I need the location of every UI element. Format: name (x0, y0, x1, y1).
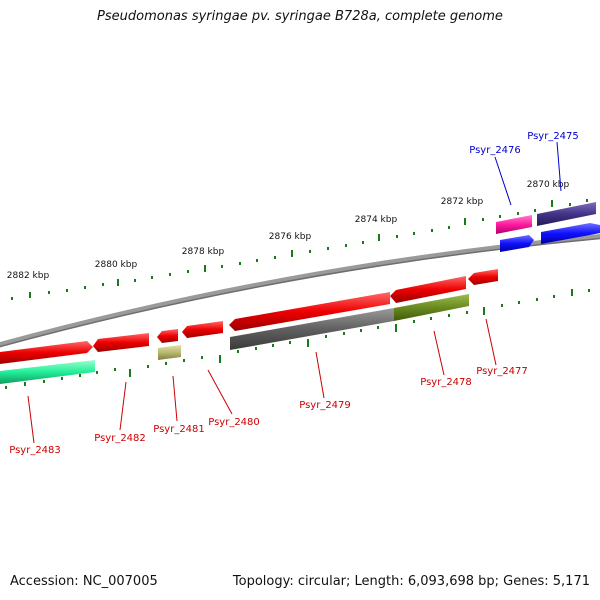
lower-tick-row (5, 289, 590, 389)
gene-feature[interactable] (230, 308, 394, 350)
label-leader-lines (27, 141, 562, 444)
gene-feature[interactable] (468, 269, 498, 285)
tick-label: 2872 kbp (441, 197, 484, 207)
gene-label: Psyr_2481 (153, 424, 205, 435)
gene-feature[interactable] (229, 292, 390, 331)
tick-label: 2874 kbp (355, 215, 398, 225)
gene-feature[interactable] (390, 276, 466, 303)
tick-label: 2882 kbp (7, 271, 50, 281)
tick-label: 2880 kbp (95, 260, 138, 270)
gene-feature[interactable] (500, 235, 534, 252)
gene-label: Psyr_2483 (9, 445, 61, 456)
gene-label: Psyr_2477 (476, 366, 528, 377)
feature-track-lower (0, 223, 600, 384)
gene-label: Psyr_2476 (469, 145, 521, 156)
gene-feature[interactable] (394, 294, 469, 321)
gene-label: Psyr_2479 (299, 400, 351, 411)
tick-label: 2870 kbp (527, 180, 570, 190)
gene-label: Psyr_2480 (208, 417, 260, 428)
genome-summary-text: Topology: circular; Length: 6,093,698 bp… (232, 574, 590, 589)
gene-label: Psyr_2482 (94, 433, 146, 444)
gene-feature[interactable] (157, 329, 178, 343)
feature-track-upper (0, 202, 596, 364)
gene-label: Psyr_2475 (527, 131, 579, 142)
map-title: Pseudomonas syringae pv. syringae B728a,… (97, 9, 503, 24)
gene-feature[interactable] (496, 215, 532, 234)
gene-feature[interactable] (0, 360, 95, 384)
gene-feature[interactable] (541, 223, 600, 244)
tick-label: 2878 kbp (182, 247, 225, 257)
gene-feature[interactable] (537, 202, 596, 226)
gene-label: Psyr_2478 (420, 377, 472, 388)
gene-feature[interactable] (93, 333, 149, 352)
gene-feature[interactable] (0, 341, 93, 364)
upper-tick-row (11, 199, 588, 300)
gene-feature[interactable] (158, 345, 181, 360)
tick-label: 2876 kbp (269, 232, 312, 242)
gene-feature[interactable] (182, 321, 223, 338)
accession-text: Accession: NC_007005 (10, 574, 158, 589)
